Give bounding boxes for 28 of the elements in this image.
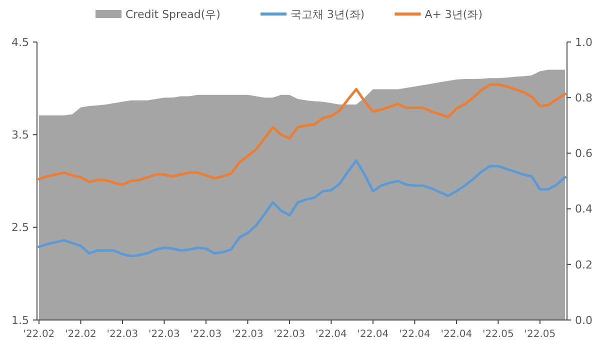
legend-label: A+ 3년(좌) [424,8,483,21]
x-tick-label: '22.03 [190,329,222,340]
x-tick-label: '22.02 [23,329,55,340]
legend-label: Credit Spread(우) [126,8,220,21]
y-tick-label: 3.5 [12,128,29,142]
x-tick-label: '22.03 [148,329,180,340]
y-tick-label: 2.5 [12,221,29,234]
y-tick-label: 4.5 [12,36,29,49]
x-tick-label: '22.05 [482,329,514,340]
x-tick-label: '22.03 [106,329,138,340]
y2-tick-label: 0.8 [575,91,592,104]
y2-tick-label: 0.2 [575,258,592,272]
y-tick-label: 1.5 [12,314,29,327]
y2-tick-label: 0.4 [575,202,592,216]
x-tick-label: '22.04 [399,329,430,340]
x-tick-label: '22.03 [232,329,264,340]
x-tick-label: '22.03 [274,329,306,340]
x-tick-label: '22.05 [524,329,556,340]
y2-tick-label: 0.6 [575,147,592,160]
legend-label: 국고채 3년(좌) [290,8,365,21]
x-tick-label: '22.04 [316,329,347,340]
line-series [38,159,566,258]
x-tick-label: '22.04 [440,329,472,340]
x-tick-label: '22.02 [65,329,96,340]
y2-tick-label: 1.0 [575,36,592,49]
y2-tick-label: 0.0 [575,314,592,327]
line-series [38,83,566,186]
x-tick-label: '22.04 [357,329,389,340]
